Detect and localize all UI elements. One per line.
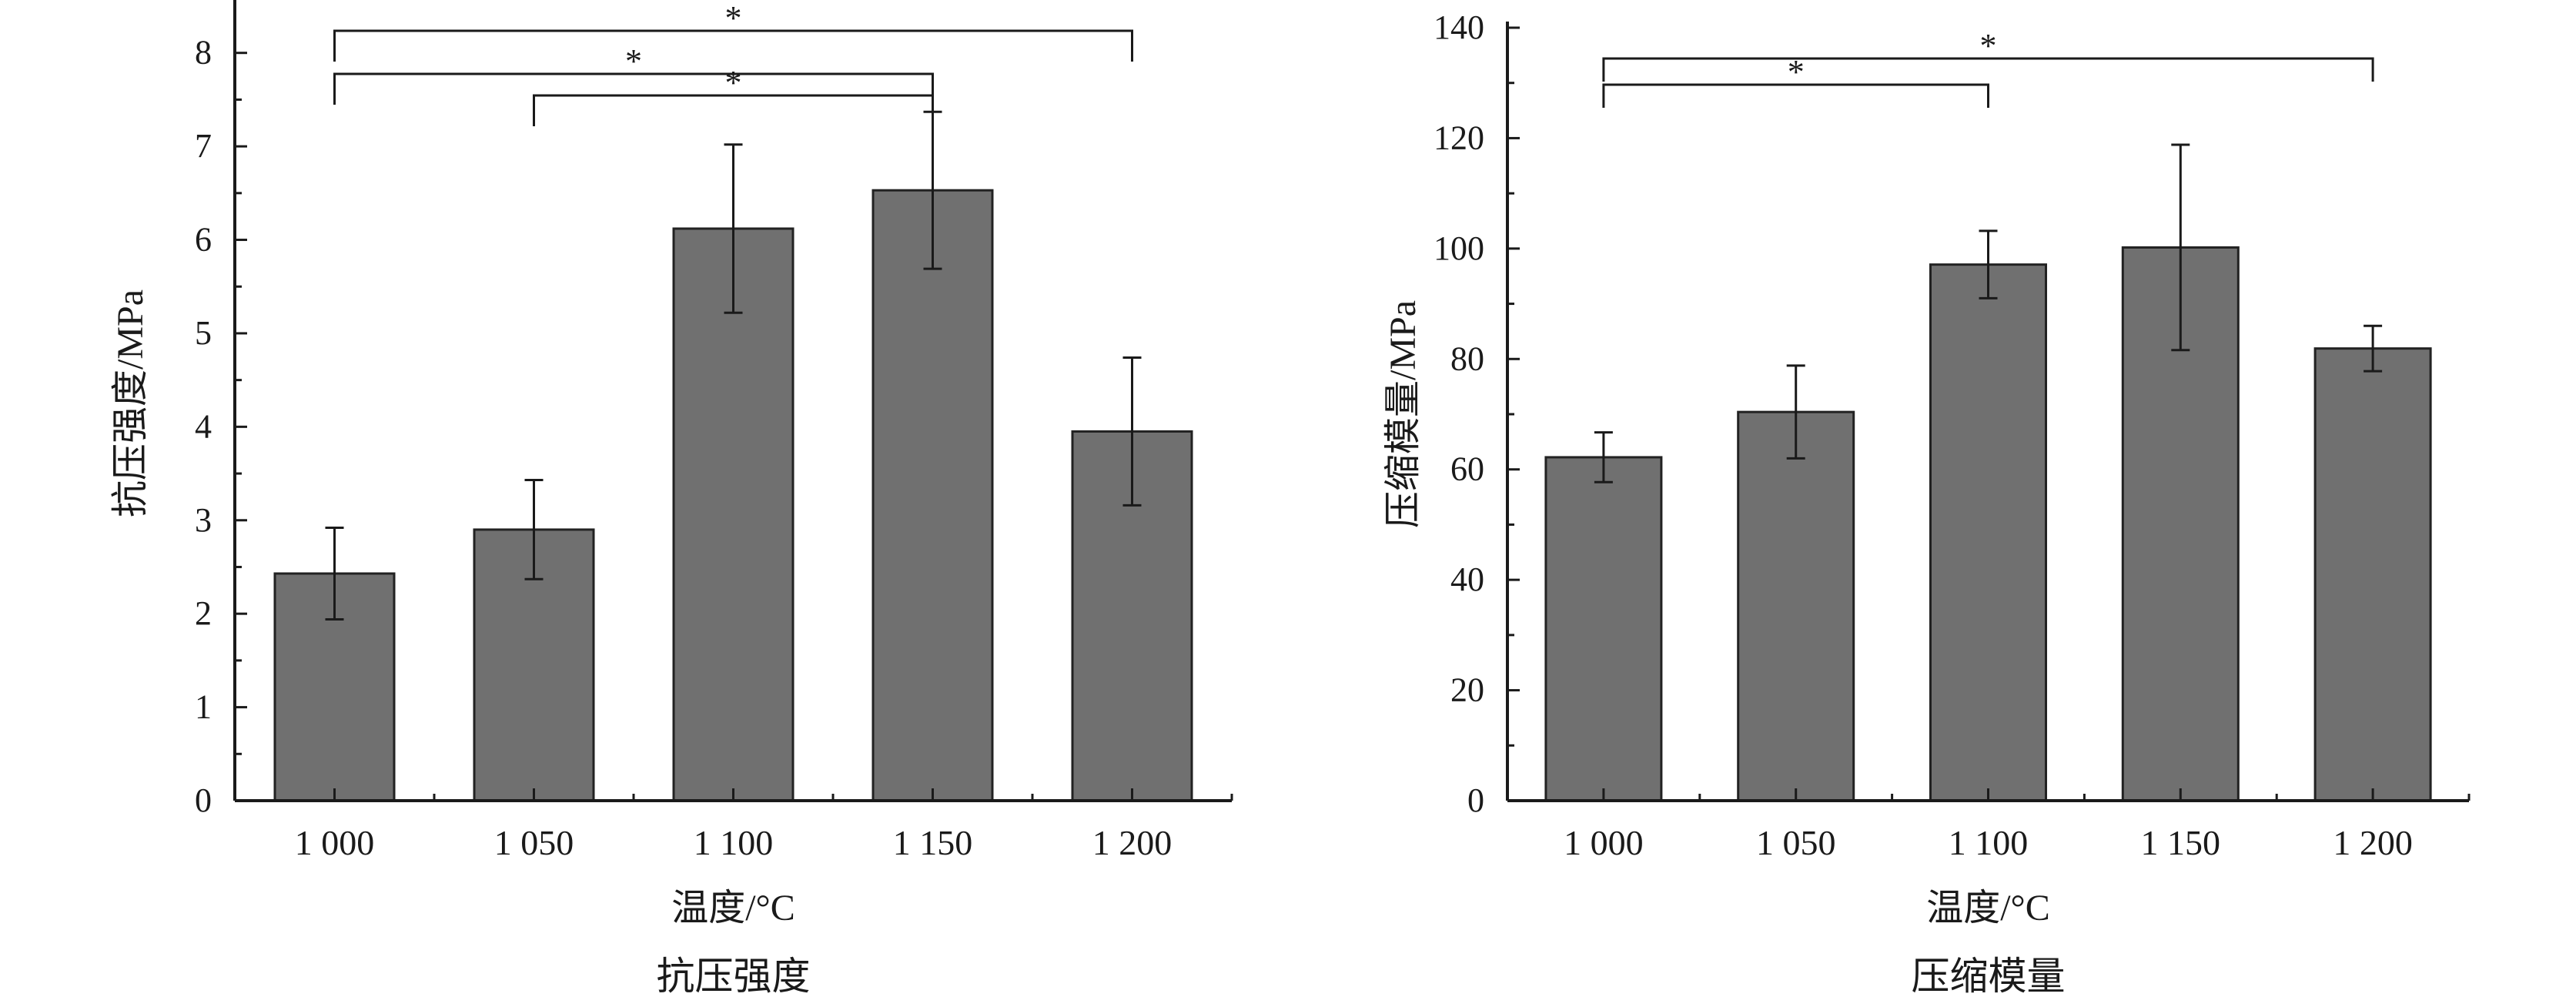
- x-tick-label: 1 050: [494, 823, 574, 862]
- bar: [2313, 347, 2432, 802]
- y-tick-label: 60: [1450, 450, 1484, 488]
- significance-star: *: [1788, 53, 1805, 91]
- significance-bracket: [533, 94, 934, 126]
- x-tick-label: 1 150: [2141, 823, 2221, 862]
- y-tick-label: 20: [1450, 671, 1484, 709]
- significance-bracket: [1602, 83, 1989, 108]
- x-tick-label: 1 050: [1756, 823, 1836, 862]
- y-tick-label: 8: [195, 34, 212, 72]
- significance-star: *: [625, 42, 642, 80]
- y-axis-label: 压缩模量/MPa: [1383, 300, 1423, 528]
- bar: [1544, 456, 1663, 802]
- bar: [672, 227, 795, 802]
- bar: [1929, 263, 2047, 802]
- y-tick-label: 140: [1434, 8, 1484, 46]
- y-tick-label: 100: [1434, 229, 1484, 267]
- y-tick-label: 0: [1467, 781, 1484, 819]
- x-tick-label: 1 200: [2333, 823, 2413, 862]
- y-tick-label: 0: [195, 781, 212, 819]
- y-tick-label: 120: [1434, 119, 1484, 156]
- significance-bracket: [1602, 57, 2374, 82]
- x-axis-label: 温度/°C: [671, 888, 795, 928]
- bar: [871, 189, 994, 802]
- chart-title: 压缩模量: [1912, 955, 2066, 998]
- x-tick-label: 1 200: [1092, 823, 1173, 862]
- y-tick-label: 1: [195, 688, 212, 726]
- x-tick-label: 1 100: [694, 823, 774, 862]
- x-axis-label: 温度/°C: [1926, 888, 2050, 928]
- x-tick-label: 1 000: [295, 823, 375, 862]
- x-tick-label: 1 150: [893, 823, 973, 862]
- significance-bracket: [333, 72, 934, 105]
- chart-1: 0 1 2 3 4 5 6 7 8 1 000 1 050 1 100 1 150 1 200 温度/°C 抗…: [110, 0, 1233, 998]
- x-tick-label: 1 000: [1564, 823, 1644, 862]
- significance-bracket: [333, 29, 1133, 62]
- y-tick-label: 40: [1450, 560, 1484, 598]
- bar: [1737, 410, 1855, 802]
- y-tick-label: 6: [195, 221, 212, 259]
- significance-star: *: [1980, 27, 1997, 65]
- y-axis-label: 抗压强度/MPa: [110, 289, 151, 517]
- x-tick-label: 1 100: [1949, 823, 2029, 862]
- y-tick-label: 2: [195, 594, 212, 632]
- y-tick-label: 3: [195, 501, 212, 539]
- y-tick-label: 7: [195, 127, 212, 165]
- chart-2: 0 20 40 60 80 100 120 140 1 000 1 050 1 100 1 150 1 …: [1383, 8, 2471, 998]
- y-tick-label: 80: [1450, 340, 1484, 377]
- y-tick-label: 4: [195, 407, 212, 445]
- y-tick-label: 5: [195, 314, 212, 352]
- significance-star: *: [725, 0, 742, 37]
- significance-star: *: [725, 64, 742, 102]
- chart-title: 抗压强度: [657, 955, 811, 998]
